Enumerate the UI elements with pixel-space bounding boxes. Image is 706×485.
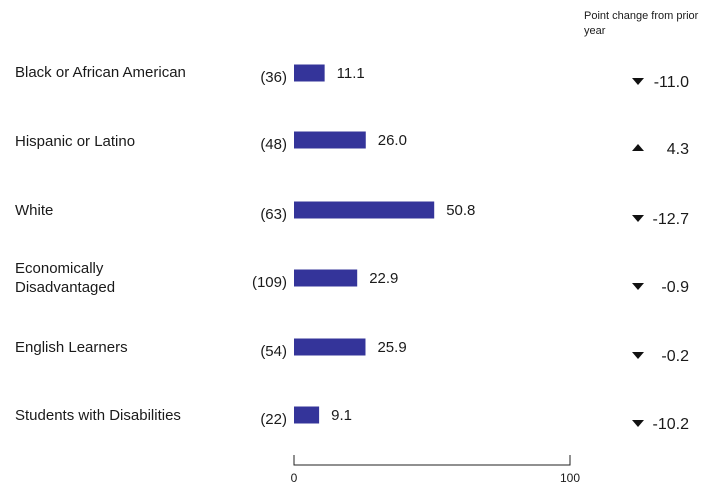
arrow-down-icon	[632, 352, 644, 359]
count-label: (36)	[260, 69, 287, 86]
category-label: Hispanic or Latino	[15, 133, 135, 150]
change-label: -0.9	[661, 279, 689, 296]
change-label: 4.3	[667, 141, 689, 158]
count-label: (22)	[260, 411, 287, 428]
category-label: Black or African American	[15, 64, 186, 81]
category-label: Students with Disabilities	[15, 407, 181, 424]
change-column-header: Point change from prior year	[584, 10, 699, 37]
bar	[294, 338, 366, 356]
change-label: -0.2	[661, 348, 689, 365]
bar	[294, 131, 366, 149]
bar	[294, 269, 358, 287]
category-label: Economically Disadvantaged	[15, 260, 115, 296]
arrow-down-icon	[632, 283, 644, 290]
value-label: 9.1	[331, 407, 352, 424]
value-label: 22.9	[369, 270, 398, 287]
x-axis	[293, 455, 571, 466]
value-label: 50.8	[446, 202, 475, 219]
change-label: -10.2	[653, 416, 690, 433]
change-label: -11.0	[654, 74, 689, 91]
category-label: White	[15, 202, 53, 219]
change-label: -12.7	[653, 211, 690, 228]
count-label: (109)	[252, 274, 287, 291]
count-label: (63)	[260, 206, 287, 223]
value-label: 26.0	[378, 132, 407, 149]
value-label: 25.9	[377, 339, 406, 356]
x-tick-label: 100	[560, 471, 580, 485]
bar	[294, 406, 320, 424]
category-label: English Learners	[15, 339, 128, 356]
bar	[294, 64, 325, 82]
arrow-down-icon	[632, 215, 644, 222]
count-label: (48)	[260, 136, 287, 153]
arrow-up-icon	[632, 144, 644, 151]
count-label: (54)	[260, 343, 287, 360]
arrow-down-icon	[632, 78, 644, 85]
x-tick-label: 0	[291, 471, 298, 485]
bar	[294, 201, 435, 219]
value-label: 11.1	[337, 65, 365, 82]
arrow-down-icon	[632, 420, 644, 427]
